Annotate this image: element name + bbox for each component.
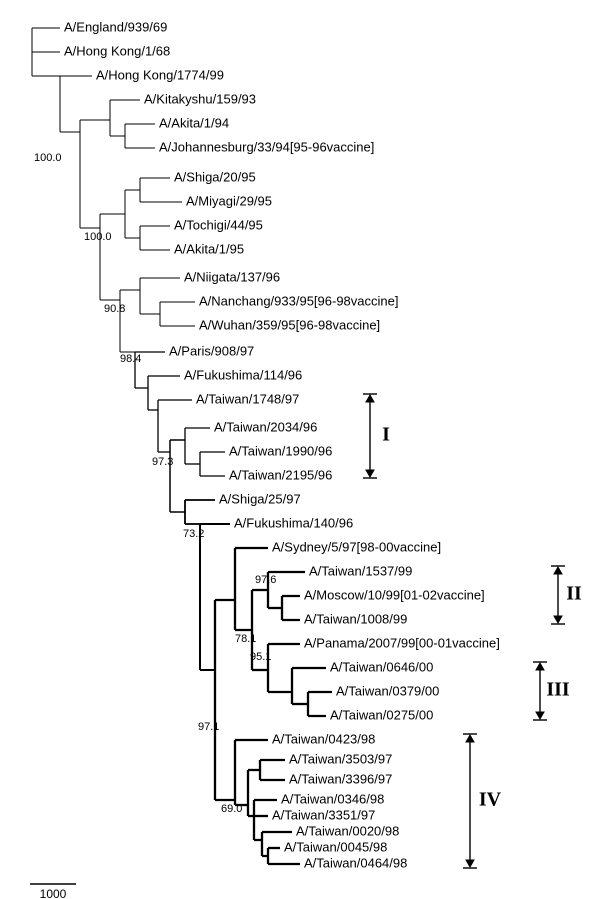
tip-label: A/Paris/908/97: [169, 343, 254, 358]
bootstrap-label: 73.2: [183, 528, 204, 540]
tip-label: A/Taiwan/0346/98: [281, 791, 384, 806]
bootstrap-label: 100.0: [84, 231, 112, 243]
tip-label: A/Fukushima/140/96: [234, 515, 353, 530]
bootstrap-label: 97.1: [198, 721, 219, 733]
tip-label: A/Taiwan/0045/98: [284, 839, 387, 854]
tip-label: A/Taiwan/1748/97: [196, 391, 299, 406]
clade-arrowhead: [536, 663, 544, 670]
tip-label: A/Hong Kong/1774/99: [96, 67, 224, 82]
clade-label: I: [382, 424, 390, 446]
clade-arrowhead: [554, 616, 562, 623]
clade-label: II: [566, 583, 582, 605]
clade-arrowhead: [536, 712, 544, 719]
tip-label: A/Miyagi/29/95: [186, 193, 272, 208]
tip-label: A/Sydney/5/97[98-00vaccine]: [272, 539, 441, 554]
tip-label: A/Kitakyshu/159/93: [144, 91, 256, 106]
tip-label: A/Taiwan/2195/96: [229, 467, 332, 482]
tip-label: A/Moscow/10/99[01-02vaccine]: [304, 587, 485, 602]
tip-label: A/Taiwan/0275/00: [330, 707, 433, 722]
tip-label: A/Shiga/20/95: [174, 169, 256, 184]
tip-label: A/Taiwan/3503/97: [289, 751, 392, 766]
tip-label: A/England/939/69: [64, 19, 167, 34]
tip-label: A/Nanchang/933/95[96-98vaccine]: [199, 293, 398, 308]
tip-label: A/Akita/1/95: [174, 241, 244, 256]
tip-label: A/Taiwan/2034/96: [214, 419, 317, 434]
clade-arrowhead: [466, 860, 474, 867]
bootstrap-label: 97.6: [255, 574, 276, 586]
bootstrap-label: 90.8: [104, 303, 125, 315]
tip-label: A/Akita/1/94: [159, 115, 229, 130]
bootstrap-label: 100.0: [34, 152, 62, 164]
bootstrap-label: 69.0: [221, 803, 242, 815]
clade-arrowhead: [366, 470, 374, 477]
phylogenetic-tree: 100.0 100.0 90.8 98.4 97.3 73.2 97.1 78.1 97.6 95…: [0, 0, 600, 899]
tip-label: A/Taiwan/0020/98: [296, 823, 399, 838]
tip-label: A/Taiwan/3351/97: [272, 807, 375, 822]
scale-label: 1000: [40, 887, 67, 899]
tip-label: A/Taiwan/0646/00: [330, 659, 433, 674]
tip-label: A/Fukushima/114/96: [184, 367, 302, 382]
tip-label: A/Taiwan/1990/96: [229, 443, 332, 458]
bootstrap-label: 95.1: [250, 651, 271, 663]
tip-label: A/Shiga/25/97: [219, 491, 301, 506]
tip-label: A/Taiwan/3396/97: [289, 771, 392, 786]
tip-label: A/Hong Kong/1/68: [64, 43, 170, 58]
tip-label: A/Niigata/137/96: [184, 269, 280, 284]
tip-label: A/Taiwan/0379/00: [336, 683, 439, 698]
clade-arrowhead: [466, 735, 474, 742]
tip-label: A/Taiwan/0423/98: [272, 731, 375, 746]
bootstrap-label: 78.1: [235, 633, 256, 645]
tip-label: A/Taiwan/1537/99: [309, 563, 412, 578]
clade-label: III: [546, 679, 570, 701]
tip-label: A/Taiwan/1008/99: [304, 611, 407, 626]
tip-label: A/Taiwan/0464/98: [304, 855, 407, 870]
tip-label: A/Johannesburg/33/94[95-96vaccine]: [159, 139, 374, 154]
bootstrap-label: 98.4: [120, 353, 141, 365]
clade-arrowhead: [366, 395, 374, 402]
tip-label: A/Tochigi/44/95: [174, 217, 263, 232]
bootstrap-label: 97.3: [152, 456, 173, 468]
tip-label: A/Wuhan/359/95[96-98vaccine]: [199, 317, 380, 332]
clade-label: IV: [479, 789, 502, 811]
tip-label: A/Panama/2007/99[00-01vaccine]: [304, 635, 500, 650]
clade-arrowhead: [554, 567, 562, 574]
